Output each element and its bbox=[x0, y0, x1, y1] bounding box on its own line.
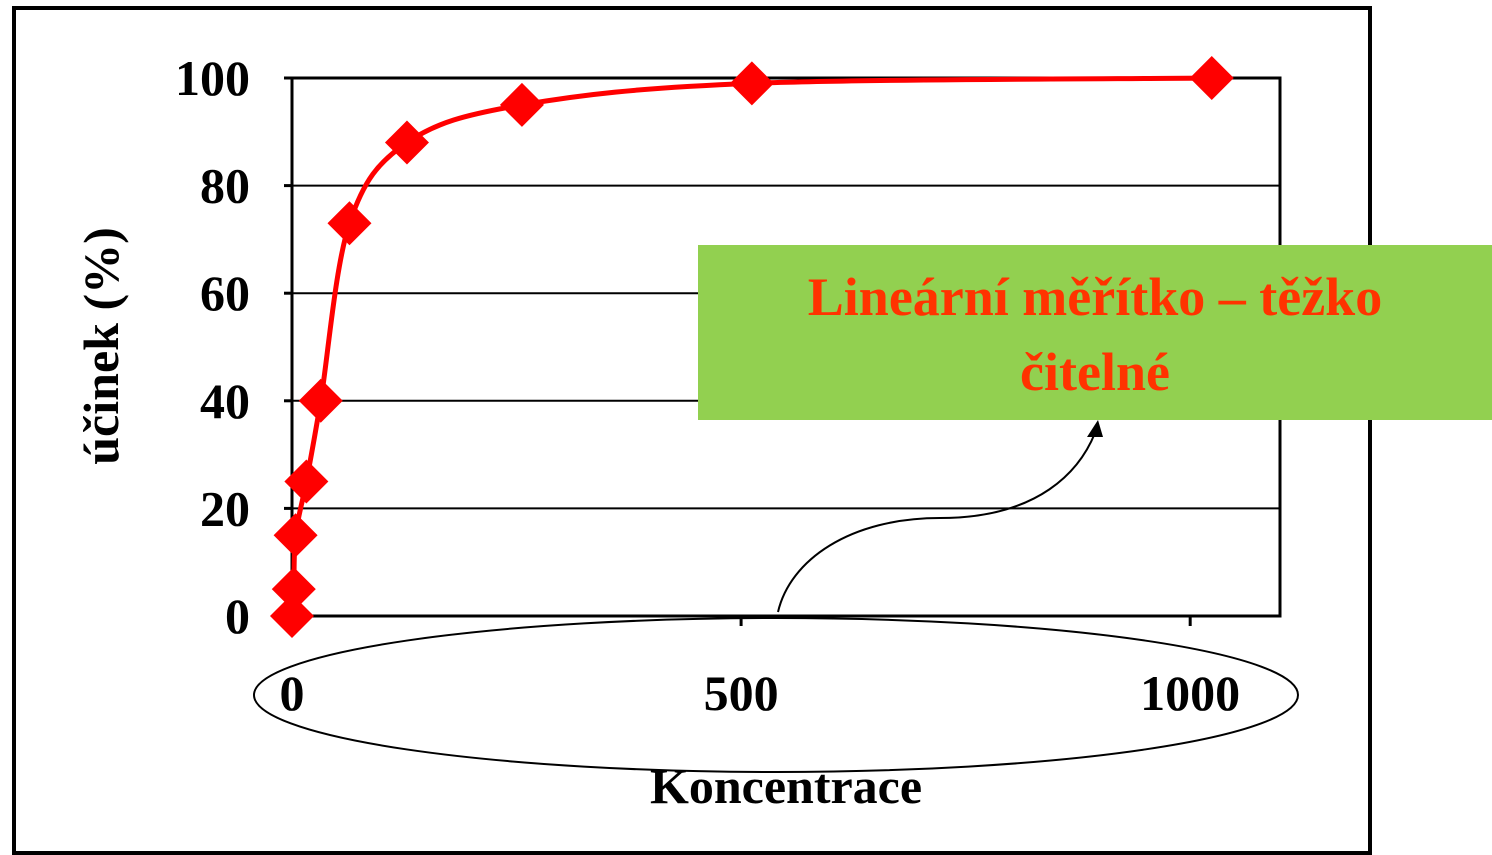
y-tick-label: 60 bbox=[200, 265, 250, 321]
data-point-marker bbox=[284, 459, 329, 504]
data-point-marker bbox=[1189, 56, 1234, 100]
callout-text-line-2: čitelné bbox=[1020, 342, 1170, 402]
callout-arrowhead bbox=[1087, 420, 1103, 437]
data-point-marker bbox=[327, 201, 372, 246]
data-point-marker bbox=[271, 567, 316, 612]
x-tick-labels: 0 500 1000 bbox=[280, 665, 1241, 721]
data-point-marker bbox=[729, 61, 774, 106]
x-axis-title: Koncentrace bbox=[650, 758, 922, 814]
chart-frame bbox=[12, 6, 1372, 855]
x-tick-label: 0 bbox=[280, 665, 305, 721]
callout-text-line-1: Lineární měřítko – těžko bbox=[808, 267, 1382, 327]
x-axis-highlight-ellipse bbox=[253, 617, 1299, 773]
x-tick-label: 1000 bbox=[1140, 665, 1240, 721]
series-markers bbox=[270, 56, 1234, 638]
data-point-marker bbox=[273, 513, 318, 558]
y-tick-labels: 0 20 40 60 80 100 bbox=[175, 50, 250, 644]
data-point-marker bbox=[384, 120, 429, 165]
callout-box bbox=[698, 245, 1492, 420]
y-axis-title: účinek (%) bbox=[73, 227, 129, 465]
x-tick-label: 500 bbox=[704, 665, 779, 721]
data-point-marker bbox=[270, 594, 314, 638]
callout-arrow bbox=[777, 432, 1096, 613]
y-tick-label: 40 bbox=[200, 373, 250, 429]
data-point-marker bbox=[499, 82, 544, 127]
y-tick-label: 20 bbox=[200, 480, 250, 536]
data-point-marker bbox=[298, 378, 343, 423]
y-tick-label: 0 bbox=[225, 588, 250, 644]
y-tick-label: 100 bbox=[175, 50, 250, 106]
y-tick-label: 80 bbox=[200, 158, 250, 214]
